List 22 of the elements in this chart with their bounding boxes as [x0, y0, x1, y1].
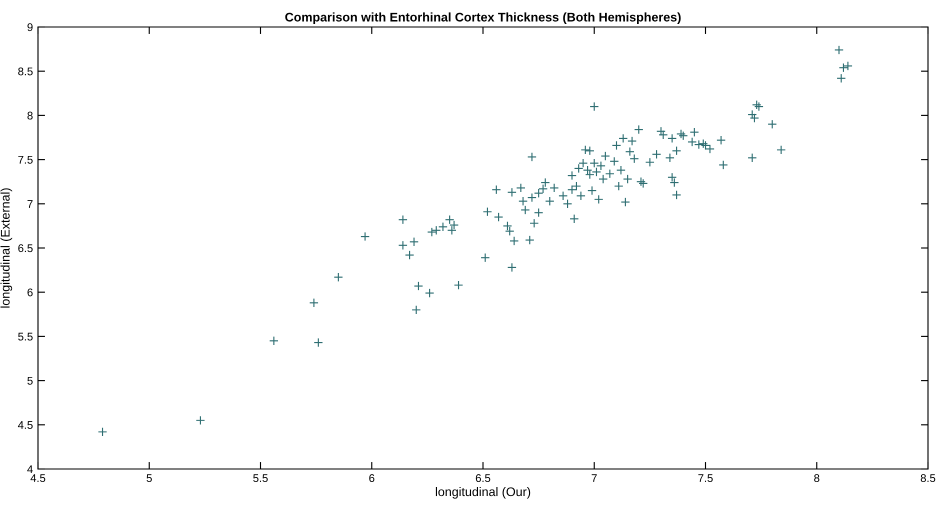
x-tick-label: 5.5 [253, 474, 268, 482]
y-tick-label: 4 [27, 465, 33, 474]
y-tick-label: 8 [27, 112, 33, 120]
y-tick-label: 7 [28, 200, 33, 208]
x-tick-label: 7.5 [698, 474, 713, 482]
y-tick-label: 7.5 [18, 156, 33, 164]
x-tick-label: 5 [146, 474, 152, 482]
y-axis-title: longitudinal (External) [0, 188, 12, 308]
x-axis-title: longitudinal (Our) [436, 486, 530, 499]
x-tick-label: 7 [592, 474, 597, 482]
chart-title: Comparison with Entorhinal Cortex Thickness (Both Hemispheres) [285, 12, 681, 24]
y-tick-label: 6.5 [18, 244, 33, 252]
x-tick-label: 8 [814, 474, 820, 482]
y-tick-label: 5.5 [18, 332, 33, 341]
x-tick-label: 6.5 [476, 474, 490, 482]
y-tick-label: 8.5 [18, 67, 33, 76]
y-tick-label: 4.5 [18, 421, 33, 429]
x-tick-label: 8.5 [920, 474, 936, 482]
y-tick-label: 9 [27, 23, 33, 32]
y-tick-label: 5 [27, 376, 33, 385]
y-tick-label: 6 [28, 288, 33, 296]
x-tick-label: 6 [369, 474, 374, 482]
